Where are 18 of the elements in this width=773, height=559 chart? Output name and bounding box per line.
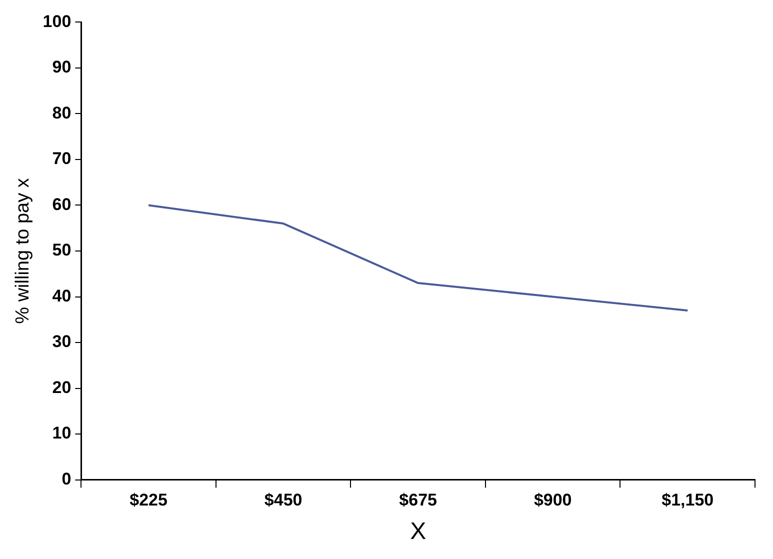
y-axis-title: % willing to pay x xyxy=(12,178,34,324)
y-tick-label: 20 xyxy=(52,378,72,397)
y-tick-label: 50 xyxy=(52,240,72,260)
y-tick-label: 10 xyxy=(52,424,72,443)
y-tick-label: 100 xyxy=(42,12,72,31)
y-tick-label: 90 xyxy=(52,58,72,77)
y-tick-label: 70 xyxy=(52,149,72,168)
x-axis-title: X xyxy=(410,518,426,546)
y-tick-label: 40 xyxy=(52,286,72,306)
x-tick-label: $225 xyxy=(130,490,168,510)
x-tick-label: $675 xyxy=(399,490,437,510)
x-tick-label: $900 xyxy=(534,490,572,510)
y-tick-label: 80 xyxy=(52,103,72,122)
y-tick-label: 30 xyxy=(52,332,72,352)
y-tick-label: 0 xyxy=(62,469,72,488)
x-tick-label: $1,150 xyxy=(662,490,714,510)
y-tick-label: 60 xyxy=(52,194,72,214)
x-tick-label: $450 xyxy=(264,490,302,510)
